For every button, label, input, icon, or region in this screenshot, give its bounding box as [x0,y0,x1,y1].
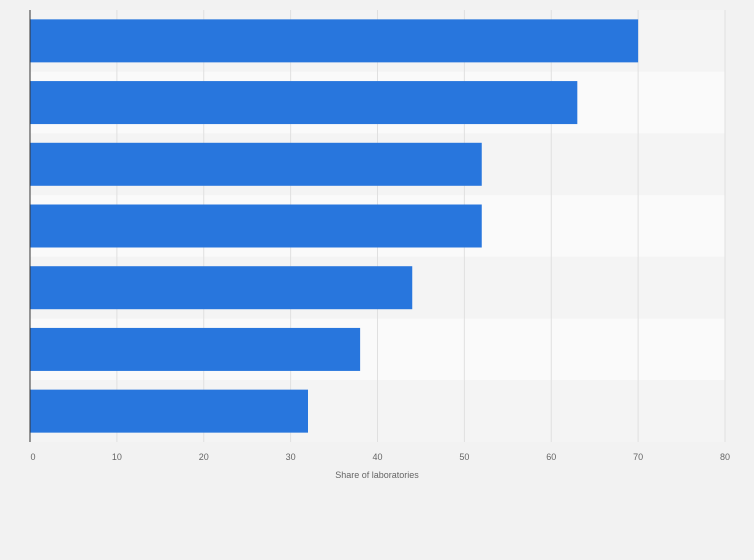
x-tick-label: 10 [112,452,122,462]
bar[interactable] [30,204,482,248]
x-tick-label: 30 [286,452,296,462]
x-tick-label: 20 [199,452,209,462]
x-tick-label: 50 [459,452,469,462]
x-tick-label: 60 [546,452,556,462]
x-tick-label: 40 [372,452,382,462]
x-axis-title: Share of laboratories [335,470,419,480]
x-tick-label: 0 [30,452,35,462]
bar[interactable] [30,327,361,371]
bar[interactable] [30,19,639,63]
bar[interactable] [30,389,308,433]
x-tick-label: 80 [720,452,730,462]
bar[interactable] [30,81,578,125]
x-tick-label: 70 [633,452,643,462]
bar[interactable] [30,266,413,310]
bar[interactable] [30,142,482,186]
